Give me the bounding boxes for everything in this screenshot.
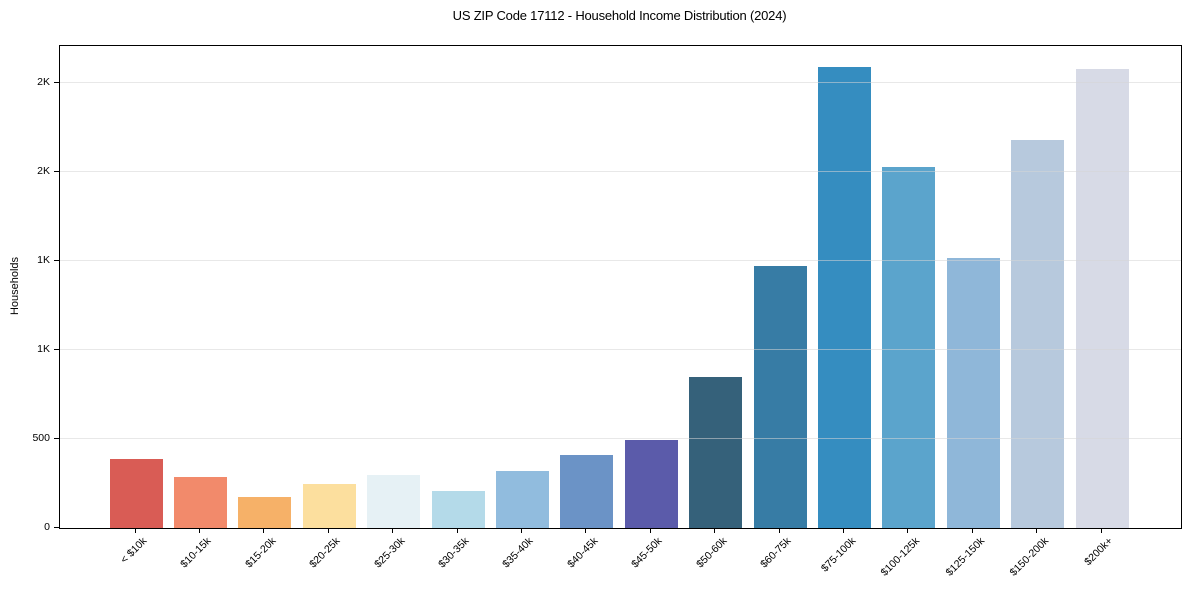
bar [882,166,936,528]
x-tick-label: $50-60k [693,535,730,571]
gridline [60,82,1181,83]
x-tick-label: < $10k [118,535,150,566]
y-tick-mark [54,259,59,261]
bar [1011,140,1065,528]
y-tick-label: 0 [44,520,50,533]
x-tick-label: $75-100k [818,535,858,575]
bar [302,483,356,528]
x-tick-mark [649,528,651,533]
y-tick-label: 1K [37,342,50,355]
x-tick-mark [842,528,845,533]
x-tick-mark [778,528,780,533]
bar [753,266,807,528]
x-tick-label: $30-35k [436,535,472,571]
gridline [60,438,1181,439]
y-tick-mark [54,526,59,528]
x-tick-label: $20-25k [307,535,343,571]
x-tick-mark [327,528,329,533]
bar [431,490,485,528]
bar [1075,68,1129,528]
x-tick-mark [456,528,458,533]
bar [817,67,871,528]
x-tick-mark [134,528,136,533]
y-tick-label: 2K [37,75,50,88]
x-tick-label: $200k+ [1082,535,1116,569]
gridline [60,171,1181,172]
x-tick-mark [971,528,973,533]
x-tick-mark [392,528,394,533]
bar [689,376,743,528]
y-tick-label: 1K [37,253,50,266]
bar [109,458,163,528]
gridline [60,349,1181,350]
y-tick-mark [54,437,59,439]
x-tick-label: $35-40k [500,535,536,571]
x-tick-mark [1100,528,1102,533]
x-tick-label: $45-50k [629,535,665,571]
x-tick-label: $40-45k [564,535,601,571]
bar [238,496,292,528]
bar [946,257,1000,528]
x-tick-label: $100-125k [878,535,923,579]
x-tick-label: $10-15k [178,535,214,571]
x-tick-label: $150-200k [1007,535,1052,579]
x-tick-mark [714,528,716,533]
bar [367,474,421,528]
x-tick-label: $15-20k [242,535,279,571]
bar [624,439,678,528]
plot-area [59,45,1182,529]
x-tick-label: $60-75k [758,535,794,571]
x-tick-label: $125-150k [943,535,987,579]
x-tick-mark [907,528,909,533]
x-tick-mark [1036,528,1038,533]
chart-title: US ZIP Code 17112 - Household Income Dis… [452,8,787,23]
x-tick-mark [263,528,265,533]
x-tick-mark [585,528,587,533]
y-tick-mark [54,170,59,172]
y-tick-mark [54,348,59,350]
x-tick-label: $25-30k [371,535,408,571]
y-axis-label: Households [9,256,21,316]
y-tick-mark [54,81,59,83]
bar [495,471,549,528]
x-tick-mark [520,528,523,533]
bar [560,455,614,528]
gridline [60,260,1181,261]
y-tick-label: 500 [32,431,50,444]
x-tick-mark [198,528,201,533]
bar [173,477,227,528]
y-tick-label: 2K [37,164,50,177]
